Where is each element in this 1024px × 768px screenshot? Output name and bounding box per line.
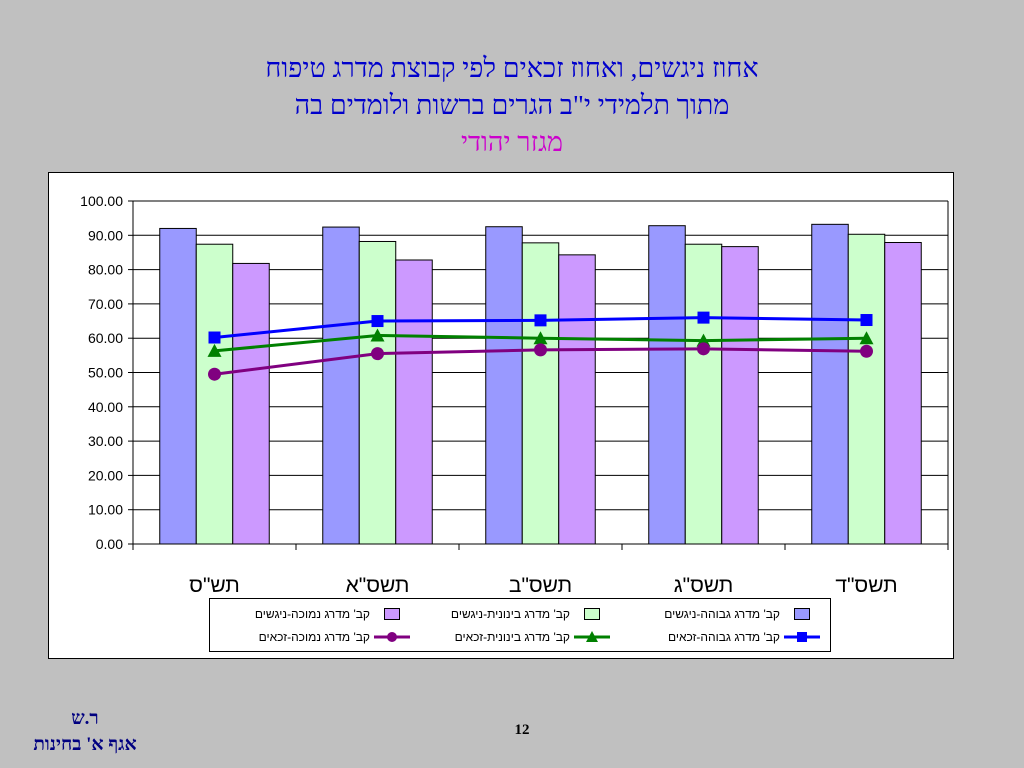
- y-tick-label: 100.00: [80, 193, 123, 209]
- legend-swatch-mid-eligible: [574, 630, 610, 644]
- bar-3-2: [395, 259, 433, 545]
- line-marker-3-4: [697, 342, 710, 356]
- line-marker-2-5: [859, 331, 874, 345]
- chart-frame: 0.00 10.00 20.00 30.00 40.00 50.00 60.00 70.00 8…: [48, 172, 954, 659]
- bar-1-2: [322, 226, 360, 545]
- bar-2-1: [195, 243, 234, 545]
- footer-credit-line-2: אגף א' בחינות: [33, 734, 137, 755]
- footer-credit: ר.ש אגף א' בחינות: [10, 706, 160, 758]
- line-marker-3-5: [860, 344, 873, 358]
- bar-3-5: [884, 242, 922, 545]
- line-marker-1-4: [697, 311, 710, 324]
- legend-item-low-takers: קב' מדרג נמוכה-ניגשים: [255, 604, 410, 624]
- legend-item-high-takers: קב' מדרג גבוהה-ניגשים: [664, 604, 820, 624]
- bar-2-4: [684, 243, 723, 545]
- bar-1-5: [811, 223, 849, 545]
- x-category-label: תשס"א: [346, 574, 410, 597]
- legend-label-low-eligible: קב' מדרג נמוכה-זכאים: [258, 630, 370, 644]
- y-tick-label: 50.00: [88, 365, 123, 381]
- legend-item-mid-eligible: קב' מדרג בינונית-זכאים: [455, 627, 610, 647]
- bar-2-2: [358, 240, 397, 545]
- y-tick-label: 20.00: [88, 467, 123, 483]
- bar-3-4: [721, 246, 759, 545]
- footer-credit-line-1: ר.ש: [71, 708, 99, 729]
- bar-1-1: [159, 227, 197, 545]
- slide-title-line-2: מתוך תלמידי י"ב הגרים ברשות ולומדים בה: [294, 90, 730, 120]
- line-marker-3-1: [208, 367, 221, 381]
- x-category-label: תש"ס: [189, 574, 240, 597]
- y-tick-label: 70.00: [88, 296, 123, 312]
- bar-1-4: [648, 225, 686, 545]
- bar-3-3: [558, 254, 596, 545]
- x-category-label: תשס"ד: [835, 574, 897, 597]
- bar-1-3: [485, 226, 523, 545]
- slide-title-block: אחוז ניגשים, ואחוז זכאים לפי קבוצת מדרג …: [0, 50, 1024, 161]
- legend-item-low-eligible: קב' מדרג נמוכה-זכאים: [259, 627, 410, 647]
- legend-item-high-eligible: קב' מדרג גבוהה-זכאים: [668, 627, 820, 647]
- line-marker-3-2: [371, 347, 384, 361]
- bar-3-1: [232, 262, 270, 545]
- legend-swatch-high-takers: [784, 607, 820, 621]
- legend-swatch-low-eligible: [374, 630, 410, 644]
- line-marker-1-2: [371, 315, 384, 328]
- y-tick-label: 80.00: [88, 262, 123, 278]
- line-marker-1-1: [208, 331, 221, 344]
- line-marker-2-3: [533, 331, 548, 345]
- y-tick-label: 10.00: [88, 502, 123, 518]
- y-tick-label: 90.00: [88, 227, 123, 243]
- legend-label-mid-eligible: קב' מדרג בינונית-זכאים: [454, 630, 570, 644]
- bar-2-5: [847, 233, 886, 545]
- slide-title-line-1: אחוז ניגשים, ואחוז זכאים לפי קבוצת מדרג …: [265, 53, 759, 83]
- y-tick-label: 30.00: [88, 433, 123, 449]
- line-marker-3-3: [534, 343, 547, 357]
- line-marker-1-5: [860, 314, 873, 327]
- y-tick-label: 40.00: [88, 399, 123, 415]
- legend-swatch-low-takers: [374, 607, 410, 621]
- legend-label-high-takers: קב' מדרג גבוהה-ניגשים: [664, 607, 780, 621]
- legend-swatch-high-eligible: [784, 630, 820, 644]
- chart-plot: 0.00 10.00 20.00 30.00 40.00 50.00 60.00 70.00 8…: [80, 193, 949, 597]
- line-marker-1-3: [534, 314, 547, 327]
- legend-label-low-takers: קב' מדרג נמוכה-ניגשים: [254, 607, 370, 621]
- line-marker-2-4: [696, 333, 711, 347]
- y-tick-label: 0.00: [96, 536, 123, 552]
- bar-2-3: [521, 242, 560, 545]
- x-category-label: תשס"ב: [509, 574, 572, 597]
- y-tick-label: 60.00: [88, 330, 123, 346]
- line-marker-2-2: [370, 328, 385, 342]
- x-category-label: תשס"ג: [674, 574, 734, 597]
- line-marker-2-1: [207, 343, 222, 357]
- page-number: 12: [514, 722, 530, 738]
- legend-label-high-eligible: קב' מדרג גבוהה-זכאים: [667, 630, 780, 644]
- legend-item-mid-takers: קב' מדרג בינונית-ניגשים: [451, 604, 610, 624]
- chart-legend: קב' מדרג גבוהה-ניגשים קב' מדרג בינונית-נ…: [209, 598, 831, 652]
- legend-label-mid-takers: קב' מדרג בינונית-ניגשים: [450, 607, 570, 621]
- slide-subtitle: מגזר יהודי: [460, 127, 564, 157]
- legend-swatch-mid-takers: [574, 607, 610, 621]
